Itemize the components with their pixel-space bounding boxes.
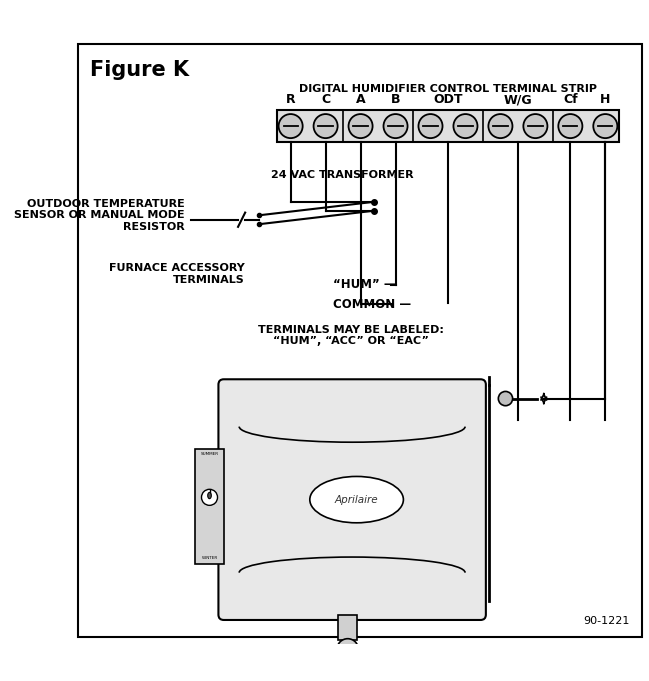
Text: 90-1221: 90-1221 (583, 616, 630, 627)
Text: TERMINALS MAY BE LABELED:
“HUM”, “ACC” OR “EAC”: TERMINALS MAY BE LABELED: “HUM”, “ACC” O… (258, 325, 444, 347)
Bar (277, 110, 618, 142)
Circle shape (201, 490, 217, 505)
Bar (195, 449, 224, 564)
Bar (338, 615, 358, 639)
Circle shape (489, 114, 513, 138)
Text: W/G: W/G (504, 93, 532, 106)
Text: COMMON —: COMMON — (334, 298, 411, 311)
Text: Cf: Cf (563, 93, 578, 106)
Ellipse shape (310, 477, 404, 523)
Circle shape (278, 114, 302, 138)
Circle shape (454, 114, 478, 138)
Circle shape (593, 114, 617, 138)
Circle shape (313, 114, 337, 138)
Text: “HUM” —: “HUM” — (334, 279, 396, 291)
Text: ODT: ODT (434, 93, 463, 106)
Circle shape (558, 114, 582, 138)
Text: A: A (356, 93, 365, 106)
Circle shape (384, 114, 408, 138)
Text: 24 VAC TRANSFORMER: 24 VAC TRANSFORMER (271, 170, 413, 180)
Text: C: C (321, 93, 330, 106)
Circle shape (349, 114, 373, 138)
Ellipse shape (498, 392, 513, 406)
Text: Aprilaire: Aprilaire (335, 494, 378, 505)
Text: SUMMER: SUMMER (201, 452, 219, 456)
Text: H: H (600, 93, 611, 106)
Text: Figure K: Figure K (90, 60, 189, 80)
Circle shape (419, 114, 443, 138)
Text: R: R (286, 93, 295, 106)
Text: DIGITAL HUMIDIFIER CONTROL TERMINAL STRIP: DIGITAL HUMIDIFIER CONTROL TERMINAL STRI… (299, 84, 597, 94)
Circle shape (337, 639, 358, 660)
Text: B: B (391, 93, 400, 106)
FancyBboxPatch shape (219, 379, 486, 620)
Text: WINTER: WINTER (201, 556, 217, 560)
Ellipse shape (208, 492, 212, 498)
Circle shape (523, 114, 547, 138)
Text: OUTDOOR TEMPERATURE
SENSOR OR MANUAL MODE
RESISTOR: OUTDOOR TEMPERATURE SENSOR OR MANUAL MOD… (14, 199, 184, 232)
Text: FURNACE ACCESSORY
TERMINALS: FURNACE ACCESSORY TERMINALS (108, 264, 244, 285)
